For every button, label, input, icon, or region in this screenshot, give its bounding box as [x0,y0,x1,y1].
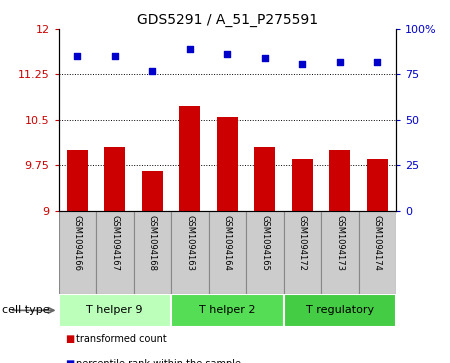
Bar [254,147,275,211]
Point [74,53,81,59]
Bar [321,211,359,294]
Point [224,52,231,57]
Bar [329,150,350,211]
Bar [171,294,284,327]
Bar [367,159,387,211]
Bar [58,211,96,294]
Text: GSM1094167: GSM1094167 [110,215,119,271]
Point [374,59,381,65]
Text: T regulatory: T regulatory [306,305,374,315]
Text: GSM1094165: GSM1094165 [260,215,269,270]
Text: GSM1094172: GSM1094172 [298,215,307,270]
Bar [104,147,125,211]
Text: GSM1094166: GSM1094166 [73,215,82,271]
Point [336,59,343,65]
Point [299,61,306,66]
Bar [171,211,208,294]
Text: ■: ■ [65,334,75,344]
Point [261,55,268,61]
Text: T helper 2: T helper 2 [199,305,256,315]
Text: GSM1094173: GSM1094173 [335,215,344,271]
Bar [96,211,134,294]
Bar [208,211,246,294]
Text: GSM1094164: GSM1094164 [223,215,232,270]
Point [111,53,118,59]
Bar [359,211,396,294]
Text: transformed count: transformed count [76,334,167,344]
Text: percentile rank within the sample: percentile rank within the sample [76,359,242,363]
Bar [134,211,171,294]
Bar [284,211,321,294]
Text: T helper 9: T helper 9 [86,305,143,315]
Title: GDS5291 / A_51_P275591: GDS5291 / A_51_P275591 [137,13,318,26]
Point [186,46,194,52]
Bar [217,117,238,211]
Text: cell type: cell type [2,305,49,315]
Bar [284,294,396,327]
Bar [58,294,171,327]
Text: ■: ■ [65,359,75,363]
Text: GSM1094174: GSM1094174 [373,215,382,270]
Bar [246,211,284,294]
Bar [180,106,200,211]
Bar [142,171,162,211]
Bar [67,150,88,211]
Text: GSM1094168: GSM1094168 [148,215,157,271]
Bar [292,159,313,211]
Text: GSM1094163: GSM1094163 [185,215,194,271]
Point [148,68,156,74]
